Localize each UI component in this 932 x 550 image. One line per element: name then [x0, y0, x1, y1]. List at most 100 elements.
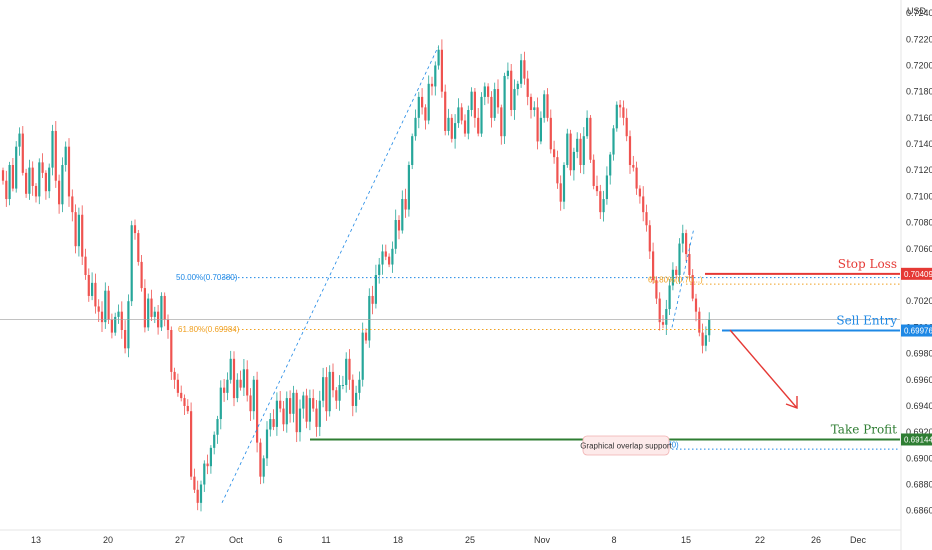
candle-body [708, 319, 711, 336]
candle-body [688, 254, 691, 275]
x-tick-label: 8 [611, 535, 616, 545]
candle-body [18, 133, 21, 147]
candle-body [487, 86, 490, 97]
candle-body [226, 379, 229, 393]
candle-body [41, 162, 44, 173]
candle-body [34, 185, 38, 197]
candle-body [546, 94, 549, 118]
candle-body [54, 130, 57, 181]
candle-body [77, 214, 80, 247]
x-tick-label: Oct [229, 535, 244, 545]
candle-body [632, 165, 635, 168]
candle-body [473, 91, 476, 118]
candle-body [681, 233, 684, 244]
candle-body [536, 107, 539, 142]
candle-body [91, 282, 94, 296]
candle-body [533, 107, 536, 110]
candle-body [11, 165, 14, 189]
candle-body [21, 133, 24, 173]
candle-body [668, 285, 671, 310]
candle-body [635, 167, 638, 189]
candle-body [183, 398, 186, 406]
candle-body [421, 96, 424, 108]
candle-body [477, 117, 480, 134]
candle-body [229, 358, 232, 380]
candle-body [38, 162, 41, 197]
candle-body [8, 165, 11, 200]
candle-body [355, 392, 358, 406]
candle-body [140, 261, 143, 289]
x-tick-label: Nov [534, 535, 551, 545]
candle-body [331, 371, 335, 391]
candle-body [701, 332, 704, 346]
candle-body [506, 70, 509, 76]
candle-body [262, 458, 265, 477]
candle-body [553, 149, 556, 158]
candle-body [691, 275, 694, 299]
fib-50-label: 50.00%(0.70380) [176, 273, 238, 282]
candle-body [612, 128, 615, 155]
candle-body [391, 248, 394, 265]
candle-body [335, 390, 338, 401]
candle-body [424, 107, 427, 121]
take-profit-price-tag: 0.69144 [901, 433, 932, 446]
candle-body [562, 165, 566, 202]
candle-body [124, 330, 127, 349]
candle-body [437, 49, 440, 66]
candle-body [579, 138, 582, 165]
candle-body [190, 411, 193, 477]
candle-body [130, 225, 133, 302]
candle-body [529, 96, 533, 110]
candle-body [259, 442, 262, 477]
candle-body [61, 165, 64, 205]
candle-body [71, 196, 74, 213]
candle-body [269, 419, 272, 430]
candle-body [698, 311, 701, 333]
candle-body [216, 419, 219, 435]
candle-body [325, 377, 328, 412]
candle-body [318, 400, 321, 427]
candle-body [685, 233, 688, 255]
candle-body [457, 107, 460, 124]
candle-body [592, 159, 595, 186]
candle-body [595, 185, 599, 192]
candle-body [543, 94, 546, 118]
candle-body [572, 151, 575, 171]
candle-body [463, 120, 467, 134]
candle-body [678, 243, 681, 275]
candle-body [704, 335, 707, 346]
candle-body [427, 83, 430, 121]
candle-body [305, 395, 308, 422]
candle-body [500, 107, 503, 137]
candle-body [223, 387, 226, 393]
candle-body [94, 282, 97, 307]
candle-body [384, 251, 387, 257]
candle-body [490, 96, 493, 118]
time-axis[interactable]: 13 20 27 Oct 6 11 18 25 Nov 8 15 22 26 Dec [31, 535, 867, 545]
candle-body [569, 133, 572, 171]
candle-body [193, 476, 196, 490]
candle-body [252, 379, 255, 412]
candle-body [275, 400, 278, 427]
x-tick-label: 26 [811, 535, 821, 545]
candle-body [450, 117, 453, 139]
candle-body [368, 295, 371, 341]
candle-body [615, 104, 618, 129]
candle-body [444, 91, 447, 131]
candle-body [397, 220, 401, 231]
candle-body [163, 295, 166, 320]
candle-body [401, 199, 404, 231]
candle-body [628, 136, 632, 165]
annotation-box: Graphical overlap support [580, 435, 673, 456]
candle-body [338, 385, 341, 401]
candle-body [378, 264, 381, 275]
candle-body [15, 146, 18, 189]
x-tick-label: 22 [755, 535, 765, 545]
candle-body [434, 65, 437, 87]
take-profit-label: Take Profit [831, 422, 897, 436]
